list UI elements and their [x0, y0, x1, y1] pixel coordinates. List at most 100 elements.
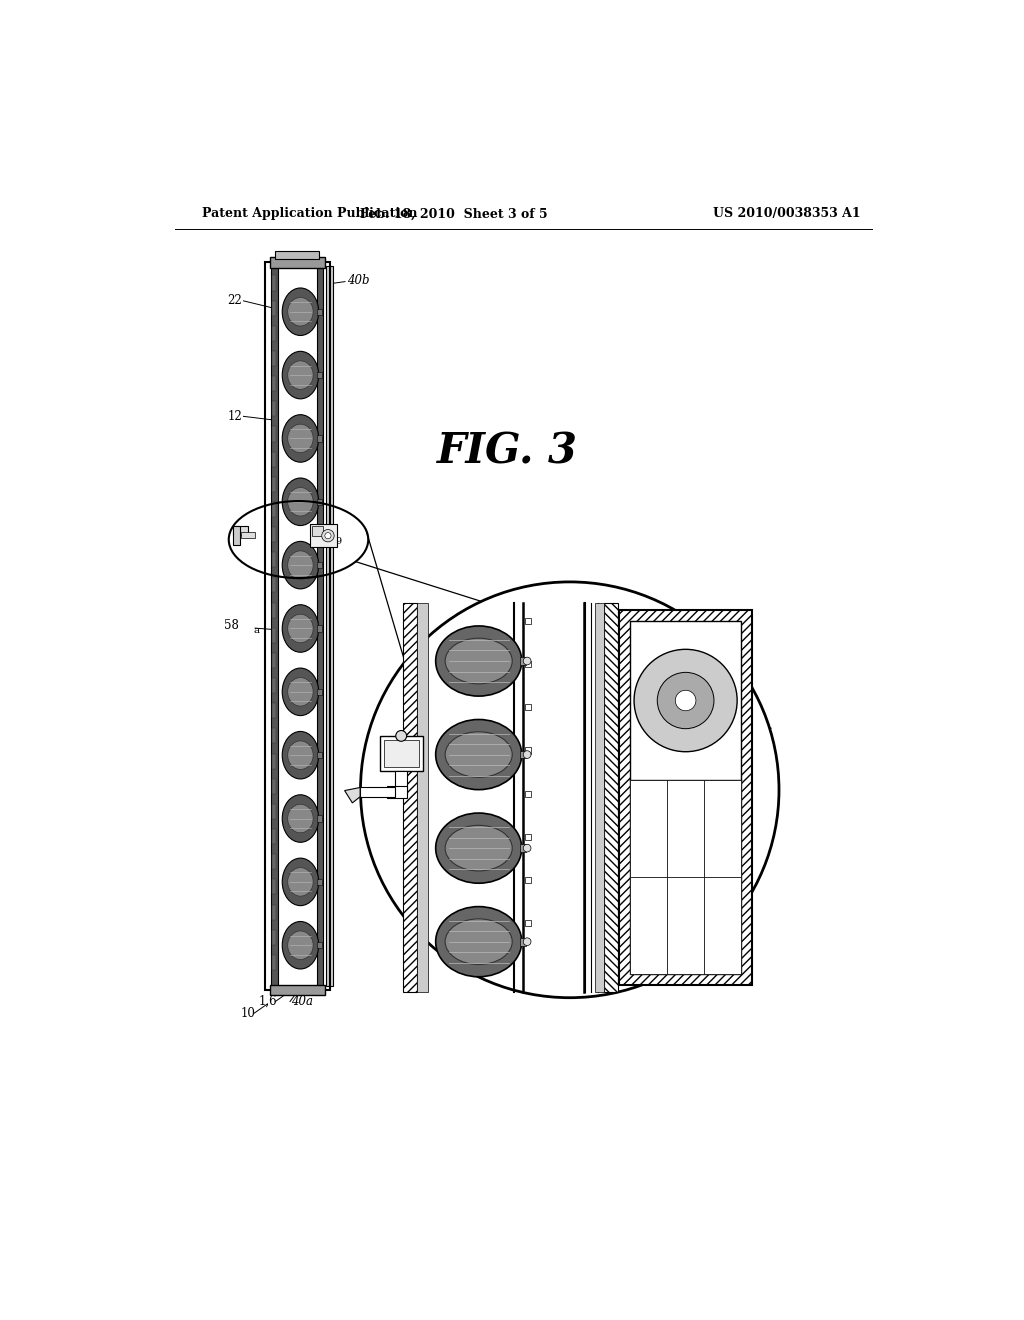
Ellipse shape	[283, 351, 318, 399]
Ellipse shape	[288, 614, 313, 643]
Circle shape	[523, 937, 531, 945]
Bar	[272, 779, 276, 793]
Bar	[272, 754, 276, 768]
Circle shape	[395, 730, 407, 742]
Ellipse shape	[435, 813, 521, 883]
Text: 34: 34	[610, 656, 625, 669]
Ellipse shape	[283, 858, 318, 906]
Text: 56: 56	[438, 869, 453, 880]
Bar	[668, 780, 705, 876]
Bar	[270, 985, 325, 995]
Bar	[317, 562, 322, 568]
Bar	[272, 552, 276, 568]
Bar	[241, 532, 255, 539]
Bar	[668, 876, 705, 974]
Bar	[317, 499, 322, 504]
Bar	[272, 804, 276, 818]
Bar	[403, 603, 417, 993]
Text: 40: 40	[601, 924, 615, 936]
Ellipse shape	[283, 731, 318, 779]
Text: FIG. 3: FIG. 3	[437, 430, 579, 473]
Text: 20: 20	[587, 656, 602, 669]
Circle shape	[523, 657, 531, 665]
Circle shape	[634, 649, 737, 751]
Bar	[705, 780, 741, 876]
Text: 22: 22	[512, 912, 526, 925]
Bar	[272, 678, 276, 693]
Bar	[387, 785, 408, 799]
Bar	[271, 267, 278, 986]
Ellipse shape	[283, 478, 318, 525]
Bar	[272, 929, 276, 945]
Bar	[310, 524, 337, 548]
Text: 40b: 40b	[633, 657, 655, 671]
Bar	[317, 436, 322, 441]
Ellipse shape	[435, 626, 521, 696]
Ellipse shape	[445, 638, 512, 684]
Bar	[270, 257, 325, 268]
Bar	[630, 876, 668, 974]
Ellipse shape	[288, 297, 313, 326]
Bar	[317, 267, 324, 986]
Bar	[272, 376, 276, 391]
Circle shape	[322, 529, 334, 543]
Text: 10: 10	[241, 1007, 256, 1019]
Bar	[232, 525, 241, 545]
Ellipse shape	[435, 719, 521, 789]
Ellipse shape	[288, 424, 313, 453]
Bar	[620, 610, 752, 985]
Bar	[272, 401, 276, 416]
Bar	[272, 477, 276, 492]
Bar	[317, 372, 322, 378]
Ellipse shape	[288, 487, 313, 516]
Bar	[317, 879, 322, 884]
Text: 40b: 40b	[346, 273, 369, 286]
Bar	[417, 603, 428, 993]
Bar	[317, 626, 322, 631]
Bar	[524, 747, 531, 754]
Text: 40a: 40a	[291, 995, 312, 1008]
Circle shape	[675, 690, 696, 710]
Bar	[524, 618, 531, 624]
Bar	[524, 705, 531, 710]
Bar	[272, 577, 276, 593]
Bar	[630, 622, 741, 974]
Ellipse shape	[283, 668, 318, 715]
Bar	[380, 737, 423, 771]
Bar	[360, 788, 395, 797]
Text: 22: 22	[227, 294, 242, 308]
Bar	[317, 942, 322, 948]
Bar	[272, 704, 276, 718]
Circle shape	[523, 845, 531, 851]
Bar	[272, 628, 276, 643]
Circle shape	[360, 582, 779, 998]
Bar	[232, 525, 248, 535]
Bar	[272, 451, 276, 467]
Circle shape	[325, 532, 331, 539]
Bar	[524, 661, 531, 668]
Bar	[272, 502, 276, 517]
Ellipse shape	[435, 907, 521, 977]
Ellipse shape	[445, 825, 512, 871]
Text: 50: 50	[395, 869, 411, 880]
Bar	[272, 527, 276, 543]
Bar	[275, 251, 319, 259]
Polygon shape	[345, 788, 360, 803]
Text: 44: 44	[575, 800, 591, 813]
Ellipse shape	[288, 550, 313, 579]
Text: 52: 52	[523, 754, 539, 767]
Bar	[520, 845, 526, 851]
Ellipse shape	[283, 541, 318, 589]
Bar	[272, 854, 276, 870]
Bar	[312, 527, 324, 536]
Ellipse shape	[288, 677, 313, 706]
Bar	[395, 771, 408, 793]
Ellipse shape	[283, 921, 318, 969]
Bar	[520, 937, 526, 945]
Bar	[630, 780, 668, 876]
Bar	[317, 689, 322, 694]
Bar	[520, 657, 526, 665]
Text: 24: 24	[529, 937, 545, 950]
Bar	[265, 263, 330, 990]
Bar	[272, 326, 276, 341]
